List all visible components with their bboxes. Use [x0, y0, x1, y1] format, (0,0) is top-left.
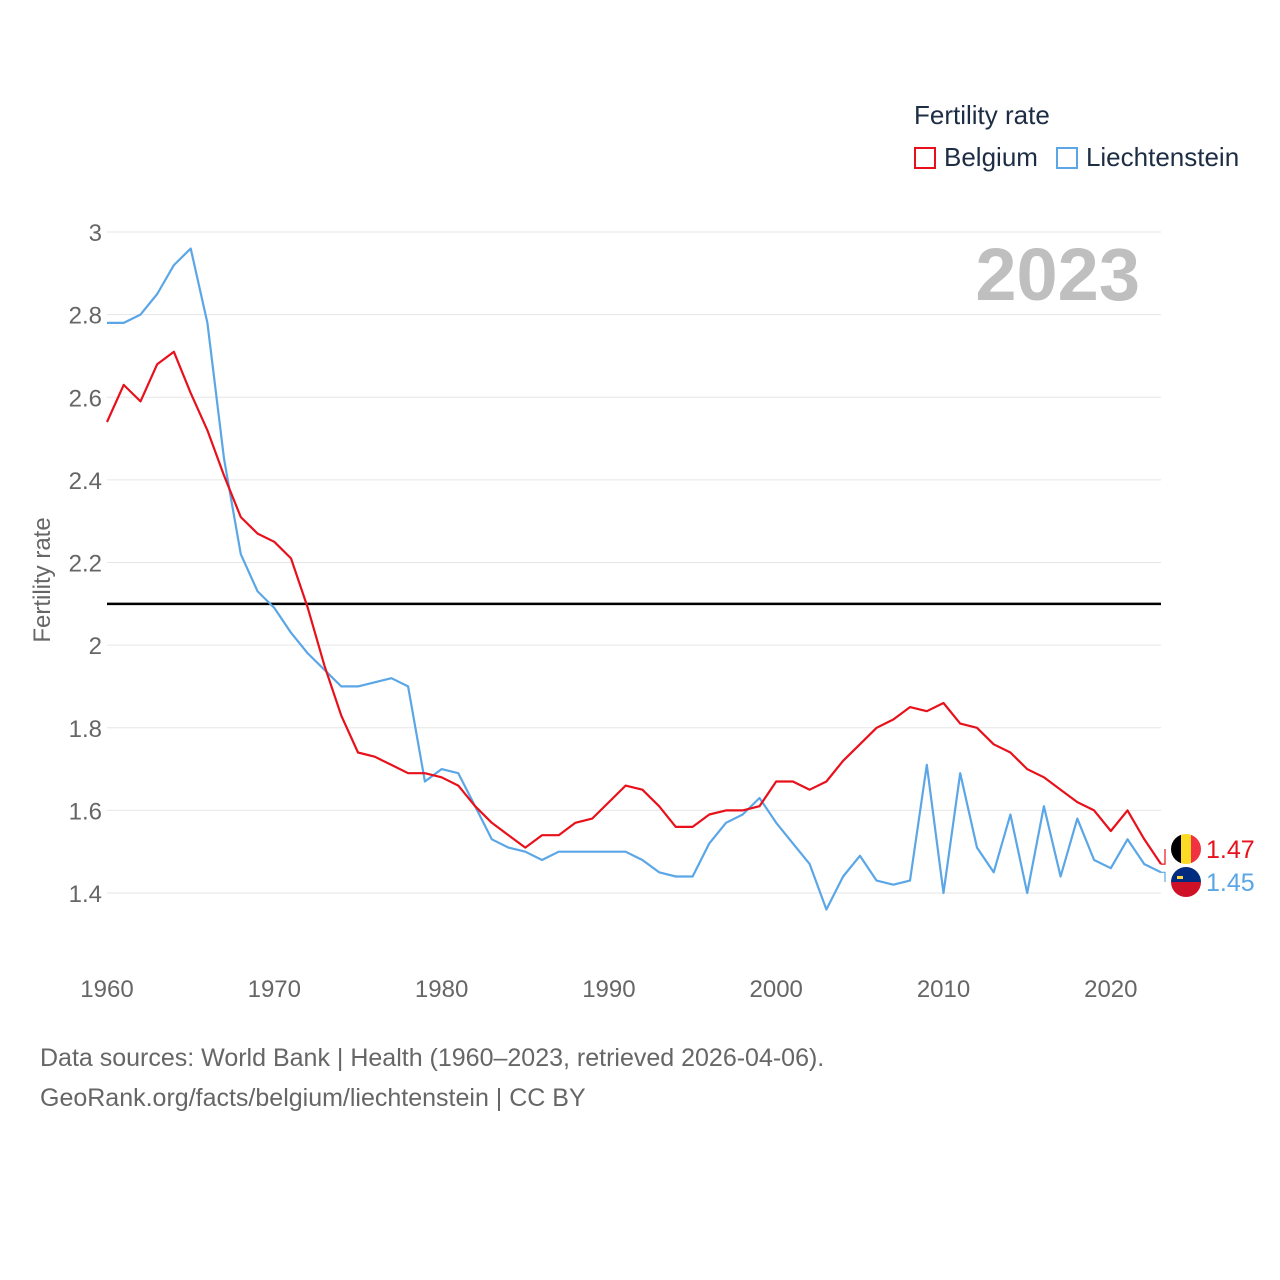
- series-lines: [105, 247, 1162, 911]
- y-tick-label: 1.4: [69, 881, 102, 908]
- footer-sources: Data sources: World Bank | Health (1960–…: [40, 1044, 825, 1072]
- x-axis-ticks: 1960 1970 1980 1990 2000 2010 2020: [80, 976, 1137, 1003]
- end-markers: 1.47 1.45: [1161, 834, 1255, 897]
- footer-attribution[interactable]: GeoRank.org/facts/belgium/liechtenstein …: [40, 1084, 586, 1112]
- legend-swatch-liechtenstein: [1055, 146, 1078, 169]
- y-tick-label: 2.4: [69, 468, 102, 495]
- x-tick-label: 1980: [415, 976, 468, 1003]
- legend-label-liechtenstein: Liechtenstein: [1085, 142, 1240, 172]
- x-tick-label: 1990: [582, 976, 635, 1003]
- y-axis-label: Fertility rate: [29, 517, 56, 642]
- legend-item-belgium[interactable]: Belgium: [914, 142, 1038, 173]
- x-tick-label: 2000: [750, 976, 803, 1003]
- x-tick-label: 1960: [80, 976, 133, 1003]
- series-line-liechtenstein: [107, 247, 1162, 911]
- y-tick-label: 2.8: [69, 303, 102, 330]
- x-tick-label: 1970: [248, 976, 301, 1003]
- legend: Belgium Liechtenstein: [914, 142, 1257, 173]
- series-line-belgium: [105, 350, 1162, 865]
- gridlines: [107, 231, 1161, 894]
- flag-liechtenstein-icon: [1171, 867, 1201, 897]
- year-watermark: 2023: [975, 233, 1140, 316]
- y-tick-label: 2.2: [69, 551, 102, 578]
- y-tick-label: 3: [89, 220, 102, 247]
- legend-item-liechtenstein[interactable]: Liechtenstein: [1055, 142, 1240, 173]
- y-tick-label: 1.6: [69, 798, 102, 825]
- x-tick-label: 2020: [1084, 976, 1137, 1003]
- flag-belgium-icon: [1171, 834, 1201, 864]
- end-value-label-liechtenstein: 1.45: [1206, 869, 1255, 897]
- legend-label-belgium: Belgium: [944, 142, 1038, 172]
- end-value-label-belgium: 1.47: [1206, 836, 1255, 864]
- y-tick-label: 2.6: [69, 385, 102, 412]
- legend-title: Fertility rate: [914, 100, 1050, 130]
- y-tick-label: 1.8: [69, 716, 102, 743]
- end-connector-belgium: [1161, 849, 1166, 865]
- y-tick-label: 2: [89, 633, 102, 660]
- legend-swatch-belgium: [914, 146, 936, 169]
- x-tick-label: 2010: [917, 976, 970, 1003]
- end-connector-liechtenstein: [1161, 871, 1166, 882]
- y-axis-ticks: 1.4 1.6 1.8 2 2.2 2.4 2.6 2.8 3: [69, 220, 102, 908]
